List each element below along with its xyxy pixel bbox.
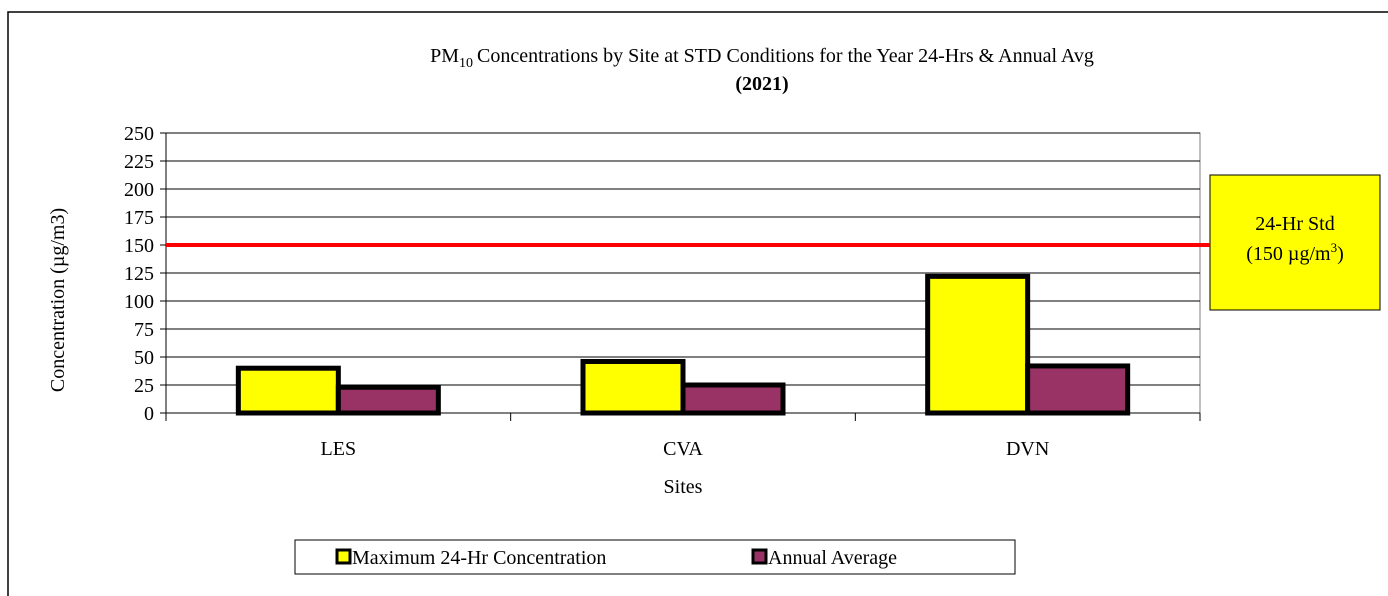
annotation-line1: 24-Hr Std <box>1255 213 1334 235</box>
legend-label: Annual Average <box>768 547 897 569</box>
y-tick-label: 25 <box>134 375 154 397</box>
y-tick-label: 200 <box>124 179 154 201</box>
y-tick-label: 0 <box>144 403 154 425</box>
bar <box>235 365 341 416</box>
bar <box>1025 363 1131 416</box>
bar <box>335 384 441 416</box>
annotation-superscript: 3 <box>1331 240 1338 255</box>
annotation-text: ) <box>1337 243 1344 265</box>
title-prefix: PM <box>430 45 459 67</box>
legend-swatch <box>335 548 352 565</box>
annotation-line2: (150 µg/m3) <box>1246 240 1343 265</box>
x-axis-label: Sites <box>664 476 703 498</box>
bar <box>680 382 786 416</box>
title-text: Concentrations by Site at STD Conditions… <box>477 45 1094 67</box>
annotation-box <box>1209 174 1381 311</box>
title-subscript: 10 <box>459 56 473 71</box>
bar <box>925 273 1031 416</box>
legend-box <box>294 539 1016 575</box>
y-tick-label: 250 <box>124 123 154 145</box>
legend-label: Maximum 24-Hr Concentration <box>352 547 606 569</box>
y-tick-label: 50 <box>134 347 154 369</box>
x-tick-label: DVN <box>1006 438 1049 460</box>
chart-frame <box>7 11 1388 596</box>
legend-swatch <box>751 548 768 565</box>
y-tick-label: 150 <box>124 235 154 257</box>
y-tick-label: 225 <box>124 151 154 173</box>
x-tick-label: CVA <box>663 438 703 460</box>
y-tick-label: 100 <box>124 291 154 313</box>
y-axis-label: Concentration (µg/m3) <box>47 208 69 392</box>
chart-title: PM10 Concentrations by Site at STD Condit… <box>430 45 1094 71</box>
annotation-text: (150 µg/m <box>1246 243 1331 265</box>
x-tick-label: LES <box>321 438 357 460</box>
y-tick-label: 125 <box>124 263 154 285</box>
bar <box>580 358 686 416</box>
y-tick-label: 75 <box>134 319 154 341</box>
y-tick-label: 175 <box>124 207 154 229</box>
chart-subtitle: (2021) <box>735 73 788 95</box>
